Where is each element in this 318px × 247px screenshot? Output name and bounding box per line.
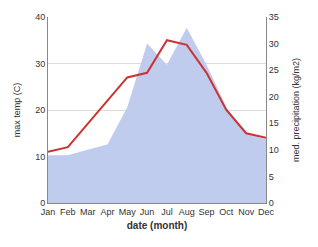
- svg-text:30: 30: [269, 39, 279, 49]
- svg-text:10: 10: [35, 152, 45, 162]
- svg-text:10: 10: [269, 145, 279, 155]
- svg-text:med. precipitation (kg/m2): med. precipitation (kg/m2): [291, 58, 301, 162]
- svg-text:0: 0: [269, 198, 274, 208]
- svg-text:5: 5: [269, 172, 274, 182]
- svg-text:20: 20: [35, 105, 45, 115]
- svg-text:Oct: Oct: [219, 207, 234, 217]
- svg-text:Mar: Mar: [80, 207, 96, 217]
- svg-text:Aug: Aug: [179, 207, 195, 217]
- svg-text:Apr: Apr: [100, 207, 114, 217]
- svg-text:20: 20: [269, 92, 279, 102]
- svg-text:date (month): date (month): [127, 220, 188, 231]
- svg-text:0: 0: [40, 198, 45, 208]
- svg-text:Jul: Jul: [161, 207, 173, 217]
- svg-text:35: 35: [269, 12, 279, 22]
- svg-text:Nov: Nov: [238, 207, 255, 217]
- svg-text:15: 15: [269, 118, 279, 128]
- svg-text:Feb: Feb: [60, 207, 76, 217]
- svg-text:30: 30: [35, 59, 45, 69]
- svg-text:25: 25: [269, 65, 279, 75]
- svg-text:Jun: Jun: [140, 207, 155, 217]
- svg-text:40: 40: [35, 12, 45, 22]
- svg-text:May: May: [119, 207, 137, 217]
- svg-text:max temp (C): max temp (C): [12, 83, 22, 138]
- svg-text:Sep: Sep: [199, 207, 215, 217]
- svg-text:Dec: Dec: [258, 207, 275, 217]
- svg-text:Jan: Jan: [41, 207, 56, 217]
